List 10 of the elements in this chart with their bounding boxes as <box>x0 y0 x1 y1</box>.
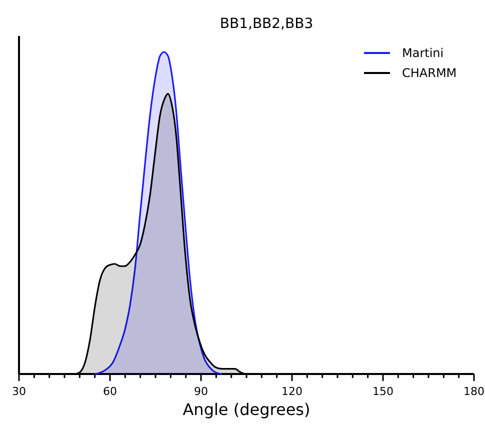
chart-title: BB1,BB2,BB3 <box>220 16 314 32</box>
x-tick-label: 180 <box>464 385 484 398</box>
x-tick-label: 60 <box>103 385 117 398</box>
legend-label: Martini <box>402 46 444 60</box>
legend-label: CHARMM <box>402 66 457 80</box>
x-tick-label: 120 <box>282 385 302 398</box>
x-tick-label: 30 <box>12 385 26 398</box>
x-tick-label: 90 <box>194 385 208 398</box>
x-tick-label: 150 <box>372 385 394 398</box>
x-axis-title: Angle (degrees) <box>182 400 310 419</box>
